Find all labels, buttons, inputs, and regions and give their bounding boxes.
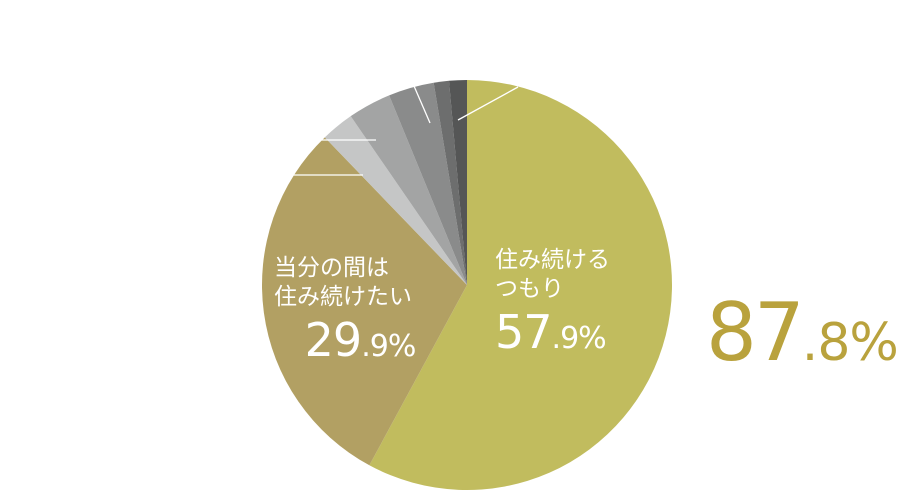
- leader-lines: [293, 85, 519, 176]
- slice-label-for-now: 当分の間は 住み続けたい 29.9%: [274, 254, 446, 369]
- total-percent: 87.8%: [706, 286, 899, 379]
- pie-slice-7: [448, 80, 467, 285]
- pie-slice-5: [389, 82, 467, 286]
- slice-label-stay: 住み続ける つもり 57.9%: [495, 246, 610, 361]
- label-line-1: 住み続ける: [495, 247, 610, 273]
- pie-slice-6: [433, 80, 467, 286]
- percent-value: 29.9%: [274, 312, 446, 370]
- percent-integer: 29: [304, 312, 363, 367]
- leader-line: [413, 85, 431, 124]
- percent-integer: 57: [495, 304, 553, 359]
- label-line-2: 住み続けたい: [274, 283, 412, 310]
- label-line-2: つもり: [495, 275, 564, 302]
- percent-decimal: .9%: [361, 328, 416, 364]
- leader-line: [457, 86, 519, 121]
- pie-slices: [262, 80, 672, 490]
- total-integer: 87: [706, 286, 805, 379]
- pie-slice-2: [262, 137, 467, 466]
- pie-slice-1: [369, 80, 672, 490]
- pie-slice-4: [350, 95, 467, 286]
- total-decimal: .8%: [801, 313, 899, 373]
- pie-slice-3: [324, 116, 467, 286]
- label-line-1: 当分の間は: [274, 255, 389, 281]
- percent-decimal: .9%: [551, 320, 607, 356]
- percent-value: 57.9%: [495, 304, 610, 362]
